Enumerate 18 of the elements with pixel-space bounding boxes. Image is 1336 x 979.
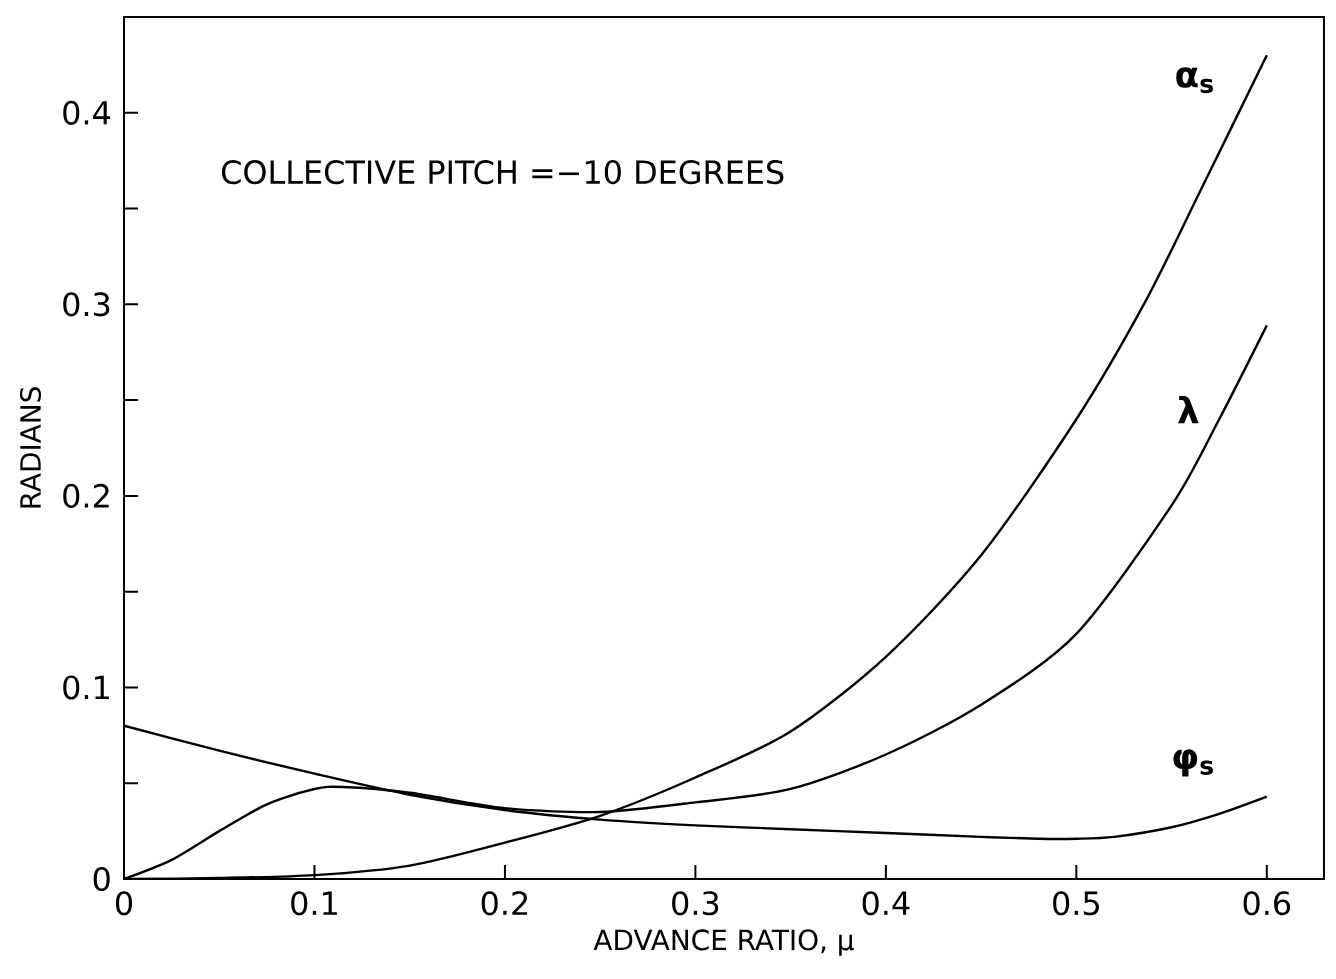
x-tick-label: 0.1	[291, 891, 337, 916]
annotation: COLLECTIVE PITCH =−10 DEGREES	[221, 160, 784, 185]
series-label: λ	[1178, 395, 1199, 424]
x-axis-title: ADVANCE RATIO, μ	[593, 929, 854, 956]
x-tick-label: 0.3	[672, 891, 719, 916]
y-tick-label: 0.1	[63, 675, 109, 700]
x-tick-label: 0.5	[1053, 891, 1099, 916]
x-tick-label: 0	[115, 891, 133, 916]
x-tick-label: 0.2	[481, 891, 528, 916]
series-label: α$_{s}$	[1176, 67, 1213, 94]
x-tick-label: 0.6	[1243, 891, 1291, 916]
x-tick-label: 0.4	[862, 891, 910, 916]
series-label: φ$_{s}$	[1173, 749, 1213, 777]
y-tick-label: 0.4	[63, 100, 111, 125]
y-tick-label: 0.3	[63, 292, 110, 317]
y-tick-label: 0	[93, 866, 110, 892]
y-axis-title: RADIANS	[19, 387, 42, 508]
y-tick-label: 0.2	[63, 483, 109, 508]
